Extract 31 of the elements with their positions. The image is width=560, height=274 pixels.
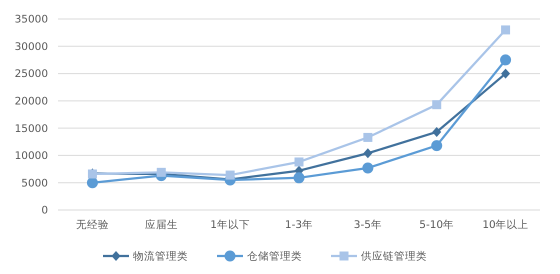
x-tick-label: 3-5年 bbox=[354, 219, 382, 231]
x-tick-label: 应届生 bbox=[144, 218, 178, 231]
point bbox=[294, 157, 304, 166]
x-tick-label: 10年以上 bbox=[482, 218, 529, 231]
y-tick-label: 0 bbox=[41, 204, 48, 217]
legend-label: 物流管理类 bbox=[133, 250, 188, 263]
y-tick-label: 5000 bbox=[21, 177, 48, 190]
legend-label: 仓储管理类 bbox=[247, 250, 302, 263]
y-tick-label: 25000 bbox=[14, 68, 48, 80]
point bbox=[501, 68, 510, 79]
y-tick-label: 15000 bbox=[14, 122, 48, 135]
point bbox=[500, 54, 512, 66]
point bbox=[86, 177, 98, 188]
point bbox=[226, 170, 235, 180]
point bbox=[431, 140, 442, 152]
x-tick-label: 5-10年 bbox=[419, 219, 454, 231]
y-tick-label: 10000 bbox=[14, 150, 48, 162]
legend-label: 供应链管理类 bbox=[361, 250, 427, 263]
point bbox=[432, 100, 442, 110]
x-tick-label: 无经验 bbox=[76, 219, 109, 231]
point bbox=[501, 25, 510, 34]
point bbox=[363, 148, 372, 158]
point bbox=[362, 162, 374, 174]
y-tick-label: 30000 bbox=[14, 40, 48, 53]
point bbox=[432, 126, 442, 137]
y-tick-label: 20000 bbox=[14, 96, 48, 108]
y-tick-label: 35000 bbox=[14, 14, 48, 26]
point bbox=[294, 172, 304, 184]
x-tick-label: 1年以下 bbox=[210, 218, 250, 231]
x-tick-label: 1-3年 bbox=[284, 219, 314, 231]
point bbox=[363, 132, 372, 142]
